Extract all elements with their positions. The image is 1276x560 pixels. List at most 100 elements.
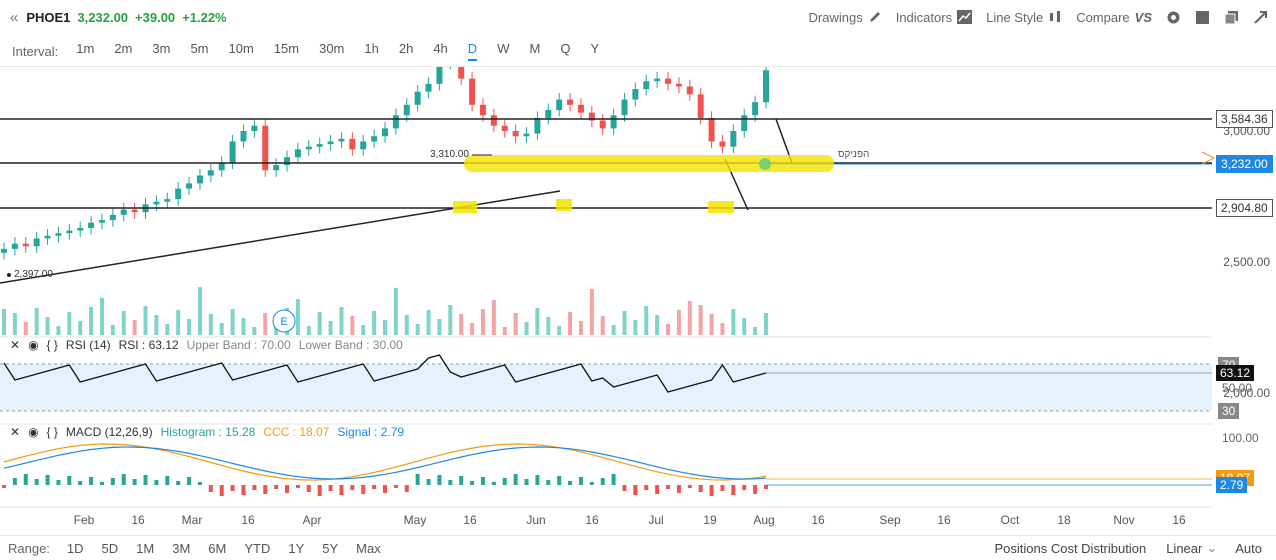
candle[interactable] <box>610 115 617 129</box>
candle[interactable] <box>207 170 214 176</box>
candle[interactable] <box>479 104 486 116</box>
candle[interactable] <box>316 144 323 147</box>
candle[interactable] <box>556 99 563 111</box>
candle[interactable] <box>741 115 748 131</box>
range-option-YTD[interactable]: YTD <box>244 540 271 556</box>
cost-distribution-button[interactable]: Positions Cost Distribution <box>994 540 1147 556</box>
price-chart[interactable]: E 3,500.003,000.002,500.002,000.00Feb16M… <box>0 67 1276 534</box>
interval-option-15m[interactable]: 15m <box>273 41 300 56</box>
gear-icon[interactable] <box>1166 10 1181 25</box>
candle[interactable] <box>654 78 661 82</box>
candle[interactable] <box>98 220 105 223</box>
candle[interactable] <box>763 70 769 103</box>
candle[interactable] <box>77 227 84 231</box>
candle[interactable] <box>665 78 672 84</box>
candle[interactable] <box>175 188 182 200</box>
candle[interactable] <box>360 141 367 150</box>
share-icon[interactable] <box>1253 10 1268 25</box>
candle[interactable] <box>88 222 95 228</box>
candle[interactable] <box>196 175 203 184</box>
candle[interactable] <box>469 78 476 105</box>
candle[interactable] <box>392 115 399 129</box>
candle[interactable] <box>697 94 704 118</box>
candle[interactable] <box>523 133 530 137</box>
candle[interactable] <box>153 201 160 205</box>
candle[interactable] <box>458 67 465 79</box>
candle[interactable] <box>131 209 138 213</box>
collapse-button[interactable]: « <box>10 8 19 26</box>
indicators-button[interactable]: Indicators <box>896 10 973 25</box>
candle[interactable] <box>675 83 682 87</box>
candle[interactable] <box>240 131 247 142</box>
code-icon[interactable]: { } <box>46 425 58 439</box>
candle[interactable] <box>545 110 552 118</box>
range-option-1Y[interactable]: 1Y <box>288 540 305 556</box>
interval-option-3m[interactable]: 3m <box>152 41 171 56</box>
range-option-5Y[interactable]: 5Y <box>322 540 339 556</box>
copy-icon[interactable] <box>1224 10 1239 25</box>
candle[interactable] <box>730 131 737 147</box>
candle[interactable] <box>120 209 127 215</box>
candle[interactable] <box>534 117 541 134</box>
range-option-3M[interactable]: 3M <box>172 540 191 556</box>
candle[interactable] <box>164 199 171 202</box>
candle[interactable] <box>686 86 693 95</box>
candle[interactable] <box>218 162 225 171</box>
candle[interactable] <box>33 238 40 247</box>
earnings-event-marker[interactable] <box>272 309 296 333</box>
drawings-button[interactable]: Drawings <box>809 10 882 25</box>
candle[interactable] <box>643 81 650 90</box>
interval-option-M[interactable]: M <box>529 41 541 56</box>
candle[interactable] <box>44 235 51 239</box>
interval-option-10m[interactable]: 10m <box>228 41 254 56</box>
candle[interactable] <box>632 89 639 100</box>
candle[interactable] <box>229 141 236 163</box>
candle[interactable] <box>273 165 280 171</box>
candle[interactable] <box>708 117 715 142</box>
auto-scale-button[interactable]: Auto <box>1235 540 1262 556</box>
candle[interactable] <box>382 128 388 137</box>
candle[interactable] <box>599 120 606 129</box>
candle[interactable] <box>66 230 73 234</box>
close-icon[interactable]: ✕ <box>10 338 21 352</box>
candle[interactable] <box>22 243 29 247</box>
candle[interactable] <box>371 136 378 142</box>
close-icon[interactable]: ✕ <box>10 425 21 439</box>
candle[interactable] <box>588 112 595 121</box>
interval-option-2h[interactable]: 2h <box>398 41 414 56</box>
interval-option-2m[interactable]: 2m <box>114 41 133 56</box>
range-option-1D[interactable]: 1D <box>66 540 84 556</box>
candle[interactable] <box>719 141 726 147</box>
interval-option-4h[interactable]: 4h <box>433 41 448 56</box>
candle[interactable] <box>294 149 301 158</box>
candle[interactable] <box>327 141 334 145</box>
range-option-Max[interactable]: Max <box>356 540 381 556</box>
range-option-1M[interactable]: 1M <box>136 540 155 556</box>
interval-option-D[interactable]: D <box>467 41 478 61</box>
scale-select[interactable]: Linear <box>1166 540 1203 556</box>
eye-icon[interactable]: ◉ <box>28 425 39 439</box>
candle[interactable] <box>425 83 432 92</box>
range-option-5D[interactable]: 5D <box>101 540 119 556</box>
candle[interactable] <box>501 125 508 131</box>
range-option-6M[interactable]: 6M <box>208 540 227 556</box>
interval-option-Q[interactable]: Q <box>560 41 571 56</box>
interval-option-Y[interactable]: Y <box>590 41 600 56</box>
compare-button[interactable]: Compare VS <box>1076 10 1152 25</box>
candle[interactable] <box>752 102 759 116</box>
interval-option-1h[interactable]: 1h <box>364 41 379 56</box>
fullscreen-icon[interactable] <box>1195 10 1210 25</box>
interval-option-1m[interactable]: 1m <box>76 41 95 56</box>
candle[interactable] <box>262 125 269 171</box>
eye-icon[interactable]: ◉ <box>28 338 39 352</box>
line-style-button[interactable]: Line Style <box>986 10 1062 25</box>
candle[interactable] <box>490 115 497 126</box>
candle[interactable] <box>577 104 584 113</box>
candle[interactable] <box>414 91 421 105</box>
candle[interactable] <box>567 99 574 105</box>
candle[interactable] <box>403 104 410 116</box>
candle[interactable] <box>55 233 62 236</box>
code-icon[interactable]: { } <box>46 338 58 352</box>
candle[interactable] <box>11 243 18 249</box>
candle[interactable] <box>621 99 628 116</box>
